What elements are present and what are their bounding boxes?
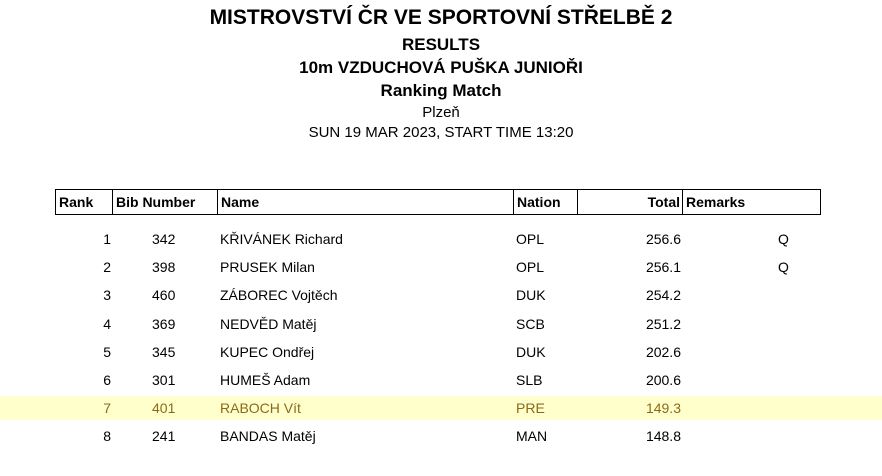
- cell-name: HUMEŠ Adam: [220, 372, 311, 388]
- cell-name: RABOCH Vít: [220, 400, 301, 416]
- results-table-header: Rank Bib Number Name Nation Total Remark…: [55, 189, 821, 215]
- event-title: 10m VZDUCHOVÁ PUŠKA JUNIOŘI: [299, 58, 583, 77]
- cell-total: 256.1: [645, 259, 681, 275]
- cell-rank: 7: [103, 400, 111, 416]
- cell-name: BANDAS Matěj: [220, 428, 316, 444]
- table-row: 3 460 ZÁBOREC Vojtěch DUK 254.2: [0, 283, 882, 307]
- cell-total: 256.6: [645, 231, 681, 247]
- cell-rank: 1: [103, 231, 111, 247]
- cell-nation: SLB: [516, 372, 543, 388]
- cell-nation: OPL: [516, 259, 545, 275]
- cell-total: 254.2: [645, 287, 681, 303]
- col-header-nation: Nation: [513, 190, 561, 214]
- cell-bib: 460: [152, 287, 176, 303]
- championship-title: MISTROVSTVÍ ČR VE SPORTOVNÍ STŘELBĚ 2: [209, 6, 673, 29]
- table-row: 1 342 KŘIVÁNEK Richard OPL 256.6 Q: [0, 227, 882, 251]
- cell-bib: 401: [152, 400, 176, 416]
- cell-name: PRUSEK Milan: [220, 259, 315, 275]
- col-header-remarks: Remarks: [682, 190, 745, 214]
- cell-nation: DUK: [516, 344, 546, 360]
- table-row: 4 369 NEDVĚD Matěj SCB 251.2: [0, 312, 882, 336]
- cell-name: KŘIVÁNEK Richard: [220, 231, 343, 247]
- match-type: Ranking Match: [380, 81, 502, 100]
- cell-rank: 8: [103, 428, 111, 444]
- table-row: 7 401 RABOCH Vít PRE 149.3: [0, 396, 882, 420]
- venue: Plzeň: [422, 104, 460, 121]
- cell-name: KUPEC Ondřej: [220, 344, 315, 360]
- cell-name: NEDVĚD Matěj: [220, 316, 317, 332]
- cell-remarks: Q: [778, 259, 789, 275]
- cell-nation: OPL: [516, 231, 545, 247]
- cell-nation: DUK: [516, 287, 546, 303]
- table-row: 2 398 PRUSEK Milan OPL 256.1 Q: [0, 255, 882, 279]
- table-row: 6 301 HUMEŠ Adam SLB 200.6: [0, 368, 882, 392]
- cell-nation: PRE: [516, 400, 545, 416]
- cell-total: 200.6: [645, 372, 681, 388]
- cell-bib: 398: [152, 259, 176, 275]
- cell-rank: 6: [103, 372, 111, 388]
- cell-bib: 301: [152, 372, 176, 388]
- col-header-total: Total: [577, 190, 682, 214]
- table-row: 5 345 KUPEC Ondřej DUK 202.6: [0, 340, 882, 364]
- cell-bib: 342: [152, 231, 176, 247]
- cell-total: 251.2: [645, 316, 681, 332]
- cell-total: 202.6: [645, 344, 681, 360]
- cell-rank: 5: [103, 344, 111, 360]
- cell-bib: 345: [152, 344, 176, 360]
- results-heading: RESULTS: [401, 35, 481, 54]
- cell-total: 149.3: [645, 400, 681, 416]
- cell-name: ZÁBOREC Vojtěch: [220, 287, 338, 303]
- cell-total: 148.8: [645, 428, 681, 444]
- cell-nation: SCB: [516, 316, 545, 332]
- col-header-bib-number: Bib Number: [112, 190, 195, 214]
- date-start-time: SUN 19 MAR 2023, START TIME 13:20: [308, 124, 574, 141]
- cell-bib: 241: [152, 428, 176, 444]
- table-row: 8 241 BANDAS Matěj MAN 148.8: [0, 424, 882, 448]
- cell-remarks: Q: [778, 231, 789, 247]
- cell-bib: 369: [152, 316, 176, 332]
- col-header-rank: Rank: [59, 194, 94, 210]
- cell-rank: 3: [103, 287, 111, 303]
- col-header-name: Name: [217, 190, 259, 214]
- cell-rank: 4: [103, 316, 111, 332]
- cell-nation: MAN: [516, 428, 548, 444]
- cell-rank: 2: [103, 259, 111, 275]
